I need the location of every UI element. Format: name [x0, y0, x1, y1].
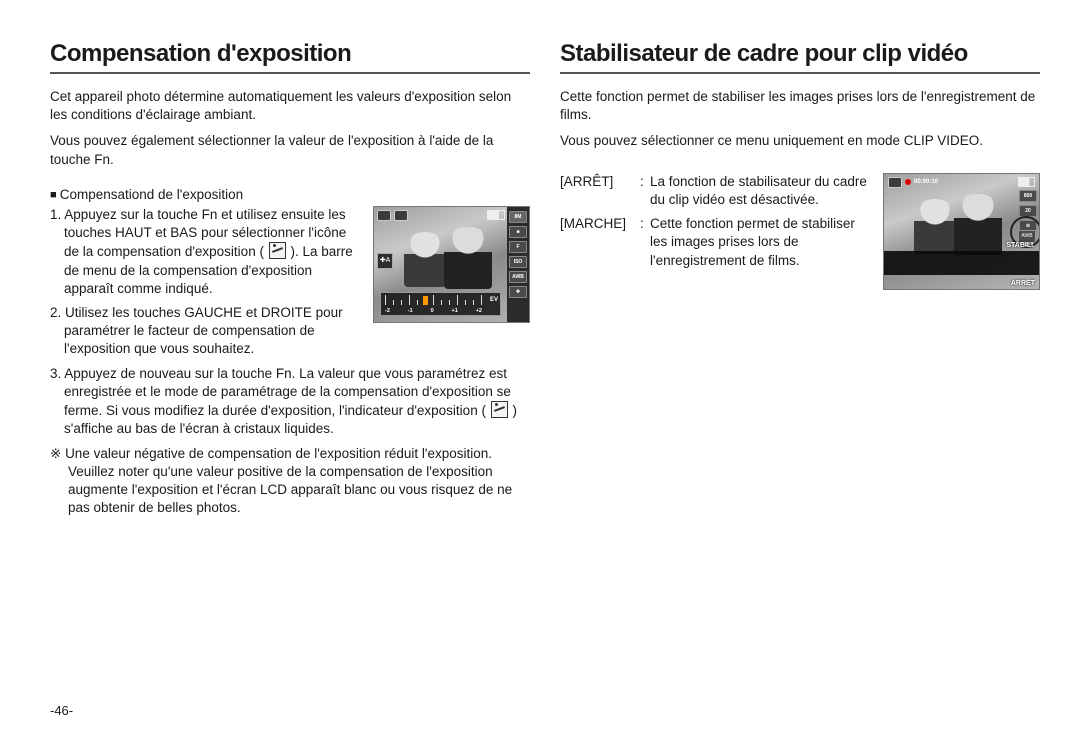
page-number: -46-	[50, 703, 73, 718]
lcd-top-icons	[377, 210, 408, 221]
ev-icon-2	[491, 401, 508, 418]
option-arret-key: [ARRÊT]	[560, 173, 640, 209]
option-arret: [ARRÊT] : La fonction de stabilisateur d…	[560, 173, 873, 209]
ev-lab-1: -1	[408, 308, 413, 314]
rec-dot-icon	[905, 179, 911, 185]
battery-icon-2	[1018, 177, 1035, 187]
right-rule	[560, 72, 1040, 74]
card-icon	[394, 210, 408, 221]
ev-icon	[269, 242, 286, 259]
left-column: Compensation d'exposition Cet appareil p…	[50, 40, 530, 517]
option-arret-val: La fonction de stabilisateur du cadre du…	[650, 173, 873, 209]
menu-strip	[884, 251, 1039, 275]
iso-chip: ISO	[509, 256, 527, 268]
ev-lab-3: +1	[452, 308, 458, 314]
lcd2-person-2	[954, 194, 1002, 256]
step-2: 2. Utilisez les touches GAUCHE et DROITE…	[64, 304, 363, 359]
option-sep-0: :	[640, 173, 650, 209]
rec-timer: 00:00:10	[914, 179, 938, 185]
lcd-right-strip: 8M ■ F ISO AWB ✚	[507, 207, 529, 322]
wb-chip: AWB	[509, 271, 527, 283]
step-3-a: 3. Appuyez de nouveau sur la touche Fn. …	[50, 366, 511, 418]
lcd-exposure-screenshot: ✚A 8M ■ F ISO AWB ✚	[373, 206, 530, 323]
lcd-stabilizer-screenshot: 00:00:10 800 20 ⊘ AWB STABILI. ARRÊT	[883, 173, 1040, 290]
option-sep-1: :	[640, 215, 650, 270]
menu-label-stabili: STABILI.	[1006, 242, 1035, 249]
left-subhead: Compensationd de l'exposition	[50, 187, 530, 202]
ev-bar: -2 -1 0 +1 +2 EV	[380, 292, 501, 316]
step-3: 3. Appuyez de nouveau sur la touche Fn. …	[50, 365, 530, 439]
right-intro-1: Cette fonction permet de stabiliser les …	[560, 88, 1040, 124]
left-intro-2: Vous pouvez également sélectionner la va…	[50, 132, 530, 168]
ev-label: EV	[490, 297, 498, 303]
size-chip: 800	[1019, 190, 1037, 202]
ev-chip: ✚	[509, 286, 527, 298]
steps-with-lcd: 1. Appuyez sur la touche Fn et utilisez …	[50, 206, 530, 365]
ev-lab-4: +2	[476, 308, 482, 314]
manual-page: Compensation d'exposition Cet appareil p…	[0, 0, 1080, 746]
step-1: 1. Appuyez sur la touche Fn et utilisez …	[64, 206, 363, 298]
steps-text: 1. Appuyez sur la touche Fn et utilisez …	[50, 206, 363, 365]
option-marche-key: [MARCHE]	[560, 215, 640, 270]
option-marche: [MARCHE] : Cette fonction permet de stab…	[560, 215, 873, 270]
ev-scale	[385, 295, 482, 305]
fps-chip: 20	[1019, 205, 1037, 217]
spacer	[560, 159, 1040, 173]
video-mode-icon	[888, 177, 902, 188]
mode-icon	[377, 210, 391, 221]
lcd2-top-bar: 00:00:10	[888, 177, 1035, 188]
lcd-person-1	[404, 232, 446, 287]
lcd-person-2	[444, 227, 492, 289]
quality-chip: ■	[509, 226, 527, 238]
ev-labels: -2 -1 0 +1 +2	[385, 308, 482, 314]
left-note: Une valeur négative de compensation de l…	[50, 445, 530, 518]
left-intro-1: Cet appareil photo détermine automatique…	[50, 88, 530, 124]
sharp-chip: F	[509, 241, 527, 253]
options-with-lcd: [ARRÊT] : La fonction de stabilisateur d…	[560, 173, 1040, 290]
option-marche-val: Cette fonction permet de stabiliser les …	[650, 215, 873, 270]
ev-lab-0: -2	[385, 308, 390, 314]
two-column-layout: Compensation d'exposition Cet appareil p…	[50, 40, 1040, 517]
lcd2-person-1	[914, 199, 956, 254]
right-title: Stabilisateur de cadre pour clip vidéo	[560, 40, 1040, 68]
ev-lab-2: 0	[431, 308, 434, 314]
right-intro-2: Vous pouvez sélectionner ce menu uniquem…	[560, 132, 1040, 150]
res-chip: 8M	[509, 211, 527, 223]
battery-icon	[487, 210, 505, 220]
right-column: Stabilisateur de cadre pour clip vidéo C…	[560, 40, 1040, 517]
menu-label-arret: ARRÊT	[1011, 280, 1035, 287]
ev-marker	[423, 296, 428, 305]
left-title: Compensation d'exposition	[50, 40, 530, 68]
left-rule	[50, 72, 530, 74]
flash-auto-icon: ✚A	[377, 253, 393, 269]
options-text: [ARRÊT] : La fonction de stabilisateur d…	[560, 173, 873, 276]
